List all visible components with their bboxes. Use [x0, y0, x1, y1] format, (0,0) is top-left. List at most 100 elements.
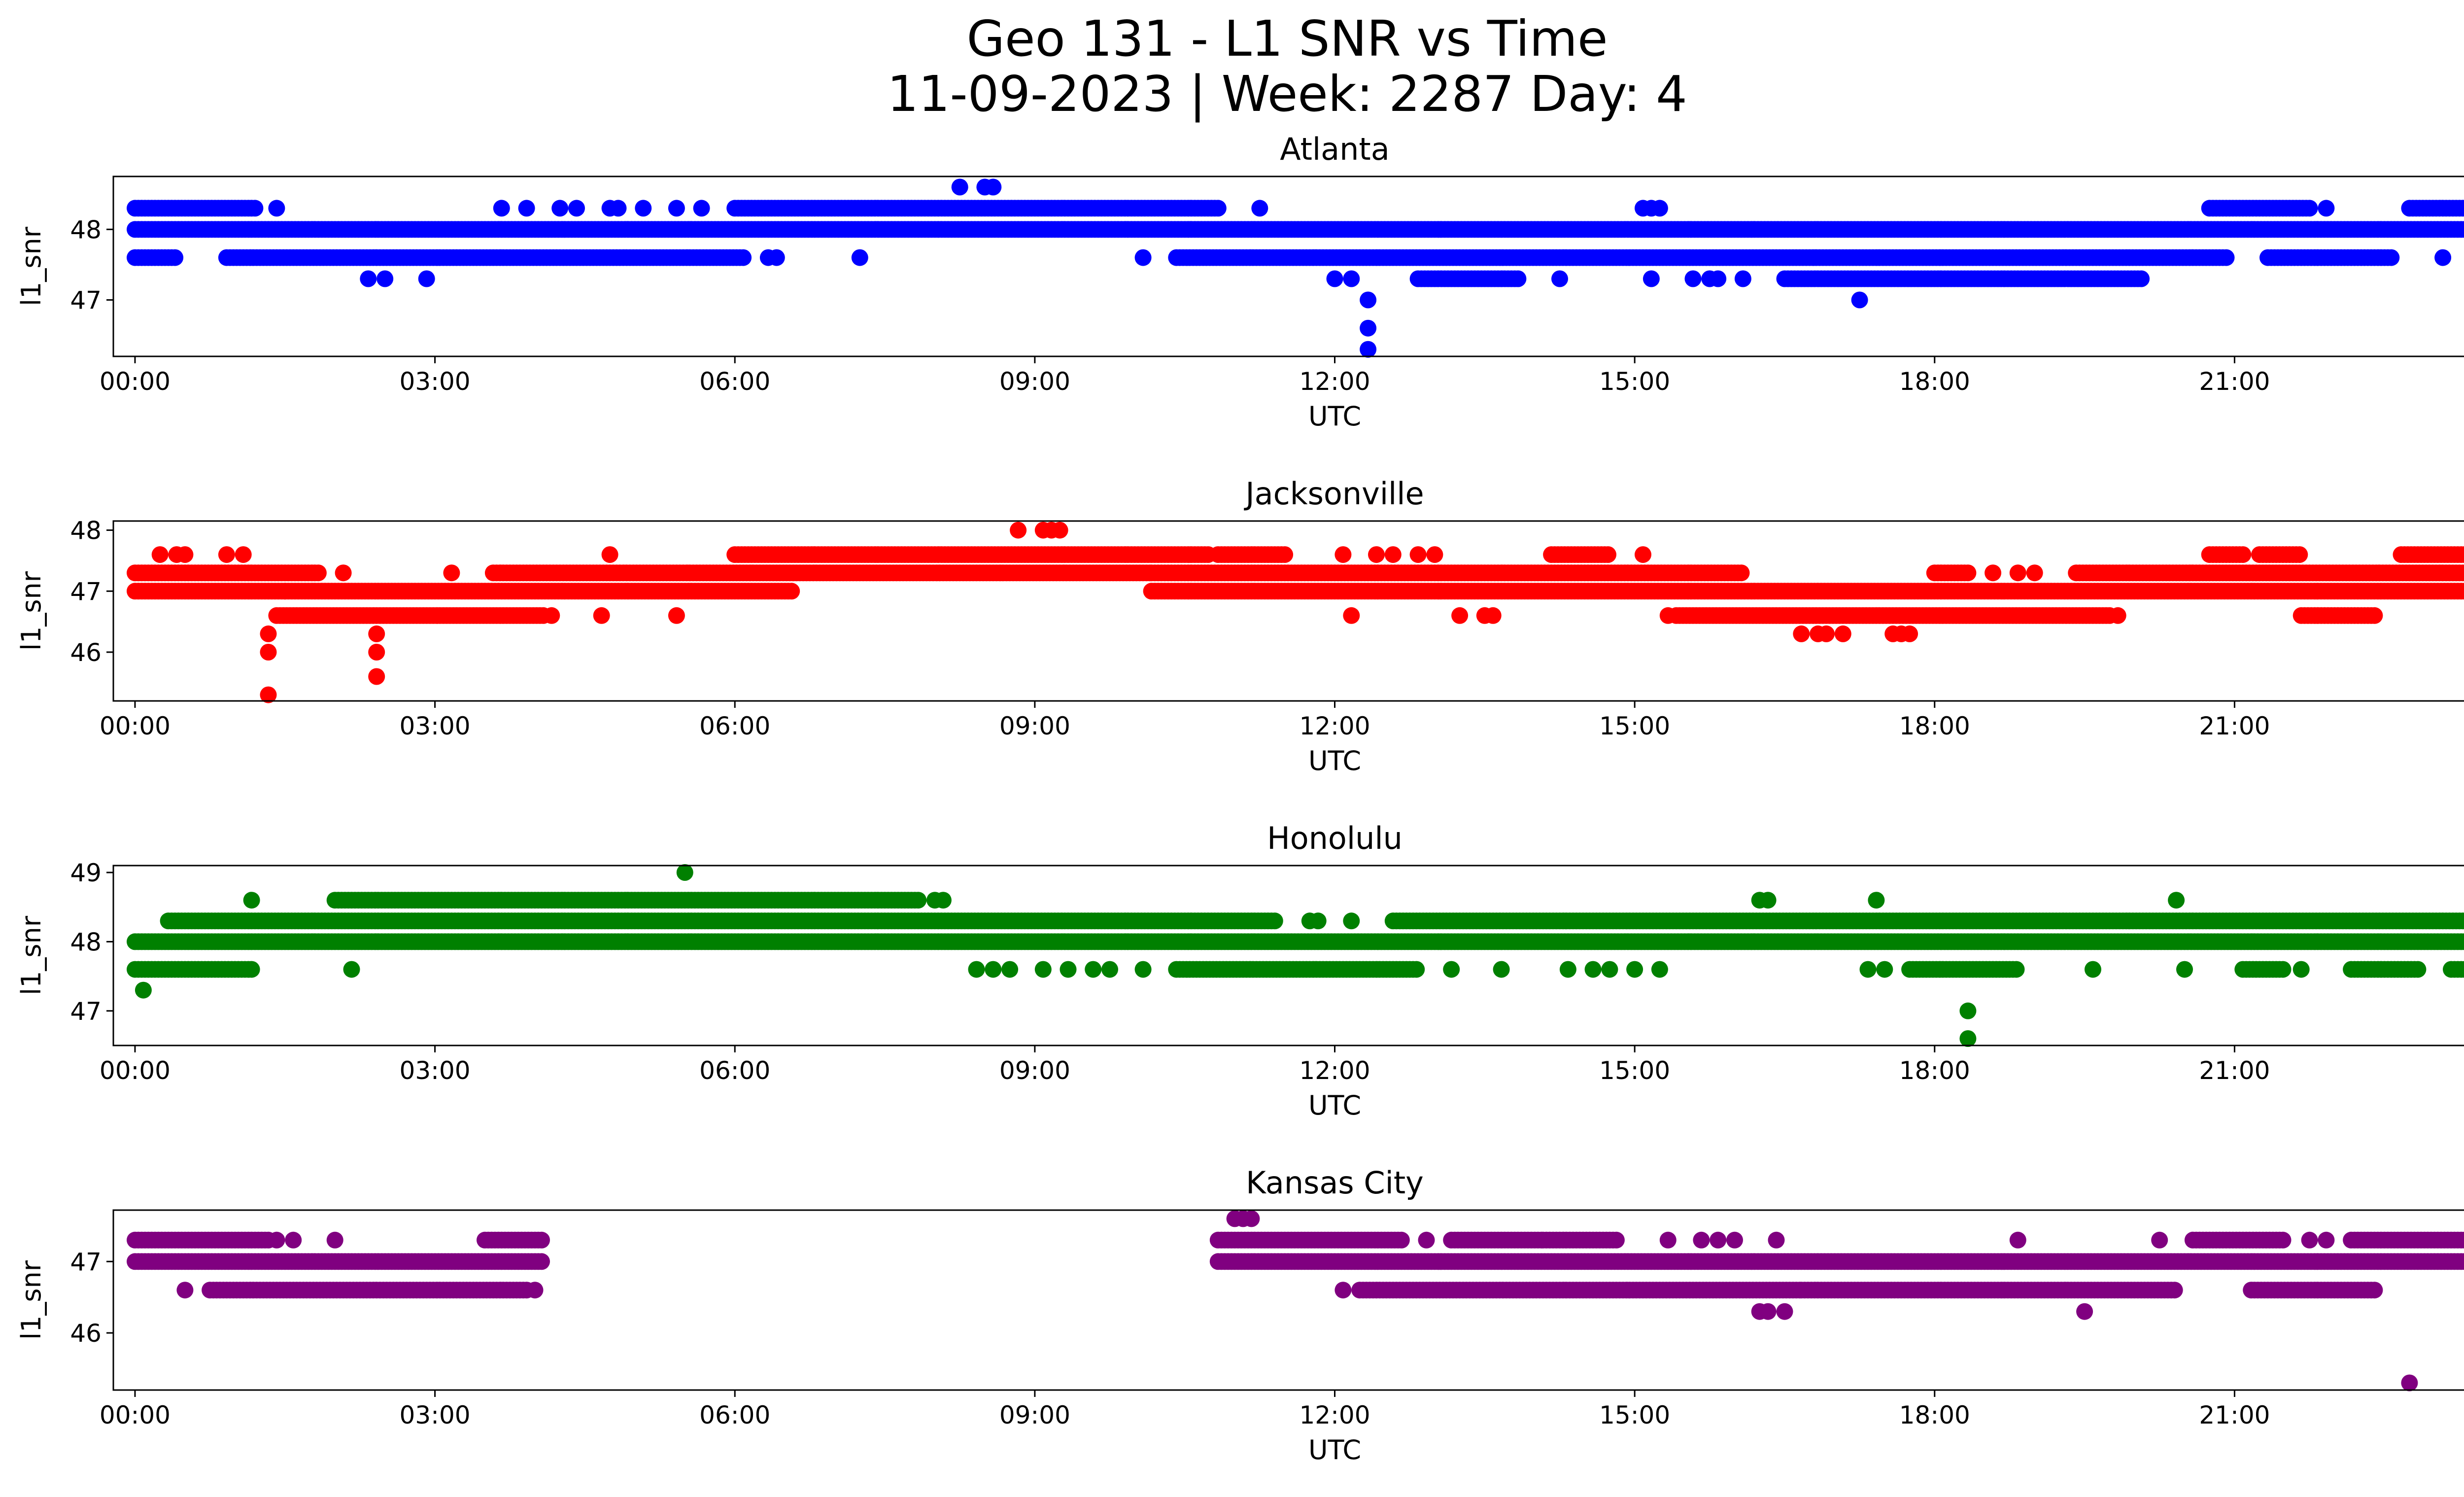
x-tick-label: 00:00 — [100, 712, 171, 740]
data-point — [2010, 564, 2026, 581]
data-point — [152, 546, 169, 563]
data-point — [360, 271, 376, 287]
data-point — [2133, 271, 2150, 287]
data-point — [1818, 626, 1835, 642]
data-point — [1385, 546, 1402, 563]
subplot-title: Honolulu — [1267, 820, 1403, 856]
data-point — [1710, 271, 1726, 287]
data-point — [167, 249, 183, 266]
data-point — [368, 626, 385, 642]
data-point — [1343, 607, 1360, 624]
data-point — [2218, 249, 2235, 266]
data-point — [235, 546, 252, 563]
data-point — [635, 200, 651, 216]
data-point — [768, 249, 785, 266]
y-tick-label: 47 — [70, 577, 102, 606]
data-point — [1735, 271, 1751, 287]
x-tick-label: 06:00 — [699, 367, 770, 396]
data-point — [1959, 564, 1976, 581]
data-point — [218, 546, 235, 563]
y-axis-label: l1_snr — [16, 226, 47, 306]
x-tick-label: 03:00 — [400, 712, 471, 740]
data-point — [1360, 292, 1376, 309]
data-point — [176, 546, 193, 563]
data-point — [568, 200, 585, 216]
data-point — [1327, 271, 1343, 287]
data-point — [2234, 546, 2251, 563]
x-tick-label: 03:00 — [400, 367, 471, 396]
data-point — [246, 200, 263, 216]
data-point — [1551, 271, 1568, 287]
data-point — [1135, 249, 1152, 266]
y-tick-label: 46 — [70, 638, 102, 667]
data-point — [1010, 522, 1027, 539]
data-point — [1733, 564, 1750, 581]
data-point — [2301, 200, 2318, 216]
data-point — [1600, 546, 1616, 563]
data-point — [1635, 546, 1651, 563]
y-tick-label: 47 — [70, 286, 102, 314]
data-point — [1643, 271, 1660, 287]
x-tick-label: 09:00 — [999, 712, 1070, 740]
data-point — [783, 583, 800, 599]
data-point — [1685, 271, 1702, 287]
figure-title-line2: 11-09-2023 | Week: 2287 Day: 4 — [887, 65, 1687, 123]
data-point — [1360, 341, 1376, 358]
data-point — [1335, 546, 1351, 563]
data-point — [1651, 200, 1668, 216]
data-point — [418, 271, 435, 287]
data-point — [1426, 546, 1443, 563]
data-point — [602, 546, 618, 563]
data-point — [2026, 564, 2043, 581]
data-point — [493, 200, 510, 216]
x-tick-label: 06:00 — [699, 712, 770, 740]
data-point — [1276, 546, 1293, 563]
x-tick-label: 00:00 — [100, 367, 171, 396]
data-point — [668, 200, 685, 216]
data-point — [952, 179, 968, 196]
subplot-title: Jacksonville — [1243, 476, 1424, 512]
x-axis-label: UTC — [1308, 401, 1361, 432]
data-point — [2383, 249, 2399, 266]
x-tick-label: 18:00 — [1899, 367, 1970, 396]
data-point — [985, 179, 1001, 196]
data-point — [1266, 912, 1283, 929]
data-point — [1052, 522, 1068, 539]
data-point — [2291, 546, 2308, 563]
data-point — [852, 249, 868, 266]
data-point — [443, 564, 460, 581]
data-point — [260, 644, 277, 661]
y-axis-label: l1_snr — [16, 571, 47, 651]
x-tick-label: 21:00 — [2199, 712, 2270, 740]
data-point — [543, 607, 560, 624]
data-point — [335, 564, 352, 581]
data-point — [1835, 626, 1851, 642]
subplot-title: Atlanta — [1280, 131, 1389, 167]
data-point — [1851, 292, 1868, 309]
data-point — [610, 200, 627, 216]
data-point — [1660, 607, 1677, 624]
data-point — [518, 200, 535, 216]
data-point — [376, 271, 393, 287]
data-point — [1451, 607, 1468, 624]
x-tick-label: 12:00 — [1299, 712, 1370, 740]
data-point — [693, 200, 710, 216]
data-point — [2366, 607, 2383, 624]
data-point — [2110, 607, 2126, 624]
x-tick-label: 15:00 — [1599, 367, 1670, 396]
data-point — [268, 200, 285, 216]
data-point — [1793, 626, 1810, 642]
data-point — [735, 249, 752, 266]
data-point — [1343, 271, 1360, 287]
x-tick-label: 09:00 — [999, 367, 1070, 396]
y-tick-label: 48 — [70, 215, 102, 244]
data-point — [260, 626, 277, 642]
x-tick-label: 12:00 — [1299, 367, 1370, 396]
y-tick-label: 48 — [70, 517, 102, 545]
figure-title-line1: Geo 131 - L1 SNR vs Time — [967, 10, 1608, 68]
x-axis-label: UTC — [1308, 745, 1361, 776]
data-point — [1485, 607, 1502, 624]
data-point — [593, 607, 610, 624]
